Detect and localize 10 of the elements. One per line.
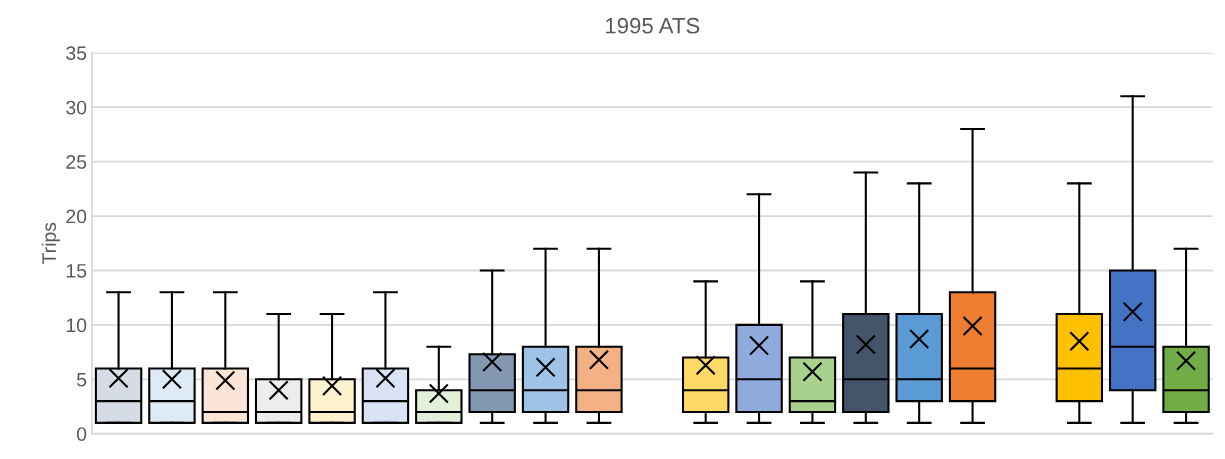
y-tick-label: 0 xyxy=(76,427,87,441)
y-axis-title: Trips xyxy=(41,222,60,265)
y-tick-label: 30 xyxy=(66,100,87,115)
y-tick-label: 25 xyxy=(66,155,87,169)
y-tick-label: 35 xyxy=(66,46,87,61)
y-tick-label: 15 xyxy=(66,264,87,278)
y-tick-label: 10 xyxy=(66,318,87,333)
y-tick-label: 20 xyxy=(66,209,87,224)
chart-title: 1995 ATS xyxy=(606,17,700,34)
y-tick-label: 5 xyxy=(76,373,87,387)
